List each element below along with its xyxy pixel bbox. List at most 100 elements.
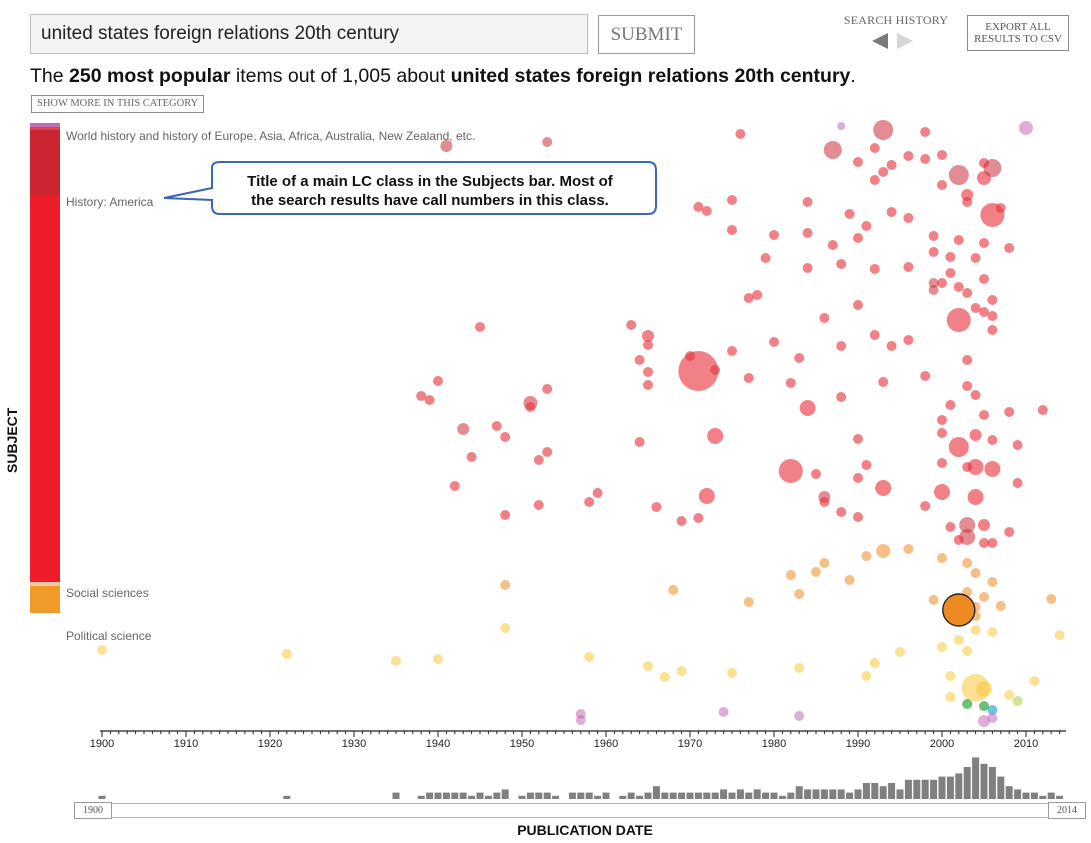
headline-topic: united states foreign relations 20th cen… (450, 65, 851, 87)
result-bubble (969, 429, 982, 441)
x-tick-label: 1910 (174, 738, 198, 750)
result-bubble (592, 488, 603, 498)
result-bubble (962, 288, 973, 298)
subject-segment-divider[interactable] (30, 582, 60, 586)
subject-label-social-sciences[interactable]: Social sciences (66, 586, 149, 600)
result-bubble (903, 151, 914, 161)
result-bubble (979, 538, 989, 548)
subject-segment-misc[interactable] (30, 123, 60, 127)
subject-label-world-history[interactable]: World history and history of Europe, Asi… (66, 129, 476, 143)
histogram-bar (283, 795, 291, 799)
subject-label-america[interactable]: History: America (66, 195, 154, 209)
histogram-bar (972, 757, 980, 799)
x-tick-label: 1950 (510, 738, 534, 750)
history-forward-icon[interactable] (897, 33, 913, 49)
subject-segment-world-history[interactable] (30, 130, 60, 196)
headline-middle: items out of 1,005 about (230, 65, 451, 87)
result-bubble (727, 195, 737, 205)
result-bubble (837, 122, 846, 130)
result-bubble (962, 558, 973, 568)
selected-result-bubble (942, 593, 976, 627)
histogram-bar (787, 792, 795, 799)
submit-button[interactable]: SUBMIT (598, 15, 695, 54)
histogram-bar (585, 792, 593, 799)
search-input[interactable] (30, 14, 588, 54)
result-bubble (785, 378, 796, 388)
result-bubble (1029, 676, 1040, 686)
result-bubble (967, 489, 984, 505)
result-bubble (424, 395, 435, 405)
result-bubble (962, 699, 973, 709)
result-bubble (575, 715, 586, 725)
result-bubble (962, 197, 973, 207)
result-bubble (945, 671, 956, 681)
result-bubble (1054, 630, 1065, 640)
show-more-button[interactable]: SHOW MORE IN THIS CATEGORY (31, 95, 205, 113)
subject-segment-america[interactable] (30, 196, 60, 582)
histogram-bar (820, 789, 828, 799)
result-bubble (693, 202, 704, 212)
x-tick-label: 1930 (342, 738, 366, 750)
histogram-bar (518, 795, 526, 799)
result-bubble (953, 535, 964, 545)
result-bubble (937, 150, 947, 160)
histogram-bar (955, 773, 963, 799)
result-bubble (466, 452, 477, 462)
result-bubble (1004, 407, 1015, 417)
date-range-track[interactable] (112, 803, 1048, 818)
histogram-bar (1056, 795, 1064, 799)
histogram-bar (678, 792, 686, 799)
x-tick-label: 1900 (90, 738, 114, 750)
histogram-bar (745, 792, 753, 799)
result-bubble (433, 376, 443, 386)
headline-suffix: . (850, 65, 856, 87)
x-tick-label: 1970 (678, 738, 702, 750)
result-bubble (542, 137, 553, 147)
subject-segment-misc-2[interactable] (30, 127, 60, 130)
histogram-bar (854, 789, 862, 799)
result-bubble (995, 203, 1006, 213)
result-bubble (1037, 405, 1048, 415)
result-bubble (962, 381, 973, 391)
result-bubble (984, 461, 1001, 477)
histogram-bar (913, 779, 921, 799)
result-bubble (651, 502, 662, 512)
histogram-bar (762, 792, 770, 799)
histogram-bar (711, 792, 719, 799)
result-bubble (643, 340, 653, 350)
result-bubble (440, 140, 453, 152)
export-label-line1: EXPORT ALL (985, 21, 1051, 33)
export-label-line2: RESULTS TO CSV (974, 33, 1062, 45)
date-range-start-handle[interactable]: 1900 (74, 802, 112, 819)
result-bubble (525, 402, 536, 412)
result-bubble (978, 519, 990, 531)
callout-bubble (163, 161, 657, 215)
result-bubble (778, 459, 803, 483)
result-bubble (873, 120, 894, 140)
result-bubble (937, 458, 947, 468)
result-bubble (811, 469, 821, 479)
histogram-bar (627, 792, 635, 799)
subject-segment-social-sciences[interactable] (30, 586, 60, 613)
history-back-icon[interactable] (872, 33, 888, 49)
subject-label-political-science[interactable]: Political science (66, 629, 152, 643)
result-bubble (962, 462, 973, 472)
result-bubble (584, 497, 595, 507)
result-bubble (584, 652, 595, 662)
histogram-bar (459, 792, 467, 799)
result-bubble (819, 497, 830, 507)
export-csv-button[interactable]: EXPORT ALL RESULTS TO CSV (967, 15, 1069, 51)
histogram-bar (552, 795, 560, 799)
date-range-end-handle[interactable]: 2014 (1048, 802, 1086, 819)
result-bubble (752, 290, 763, 300)
histogram-bar (728, 792, 736, 799)
histogram-bar (594, 795, 602, 799)
result-bubble (987, 627, 998, 637)
result-bubble (979, 410, 989, 420)
result-bubble (727, 668, 737, 678)
result-bubble (886, 341, 897, 351)
result-bubble (500, 432, 511, 442)
result-bubble (769, 230, 779, 240)
result-bubble (979, 307, 989, 317)
histogram-bar (501, 789, 509, 799)
